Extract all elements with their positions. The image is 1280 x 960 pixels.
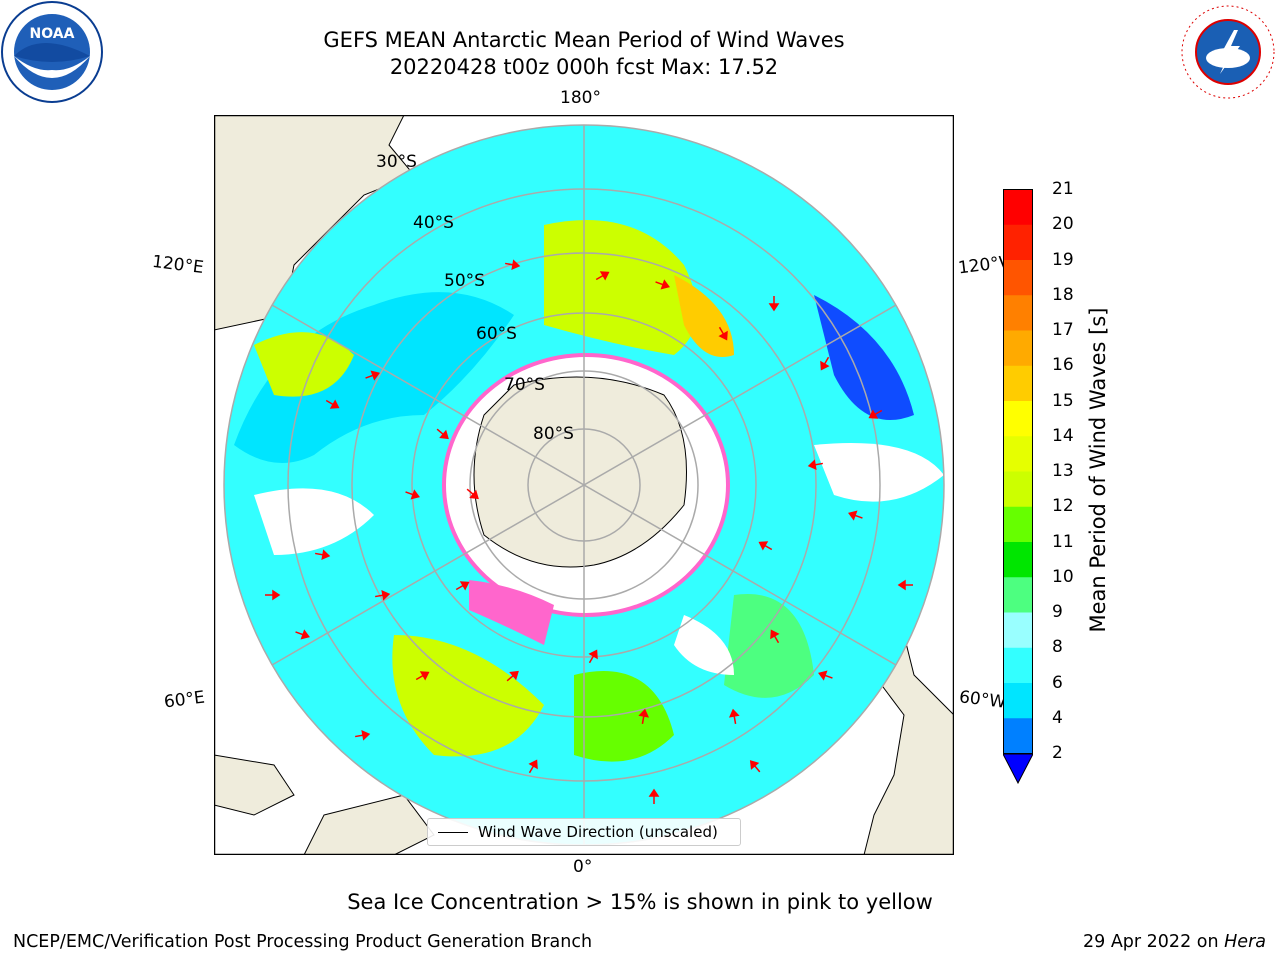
colorbar-tick-label: 6	[1052, 672, 1063, 693]
colorbar-segment	[1003, 224, 1033, 260]
nws-logo-icon	[1178, 2, 1278, 102]
colorbar-tick-label: 2	[1052, 743, 1063, 763]
wave-direction-arrow	[415, 671, 430, 681]
colorbar-extend-arrow	[1003, 753, 1033, 784]
wave-direction-arrow	[718, 326, 728, 341]
wave-direction-arrow	[506, 670, 519, 682]
wave-direction-arrow	[868, 409, 883, 419]
colorbar-tick-label: 16	[1052, 355, 1074, 376]
colorbar-segment	[1003, 365, 1033, 401]
colorbar-tick-label: 18	[1052, 284, 1074, 305]
wave-direction-arrow	[405, 489, 420, 500]
colorbar-segment	[1003, 576, 1033, 613]
lon-label-0: 0°	[573, 857, 593, 877]
wave-direction-arrow	[375, 589, 391, 601]
wave-direction-arrow	[315, 549, 331, 561]
antarctica	[442, 353, 730, 645]
lat-label-40s: 40°S	[413, 213, 454, 233]
colorbar-segment	[1003, 400, 1033, 437]
sea-ice-note: Sea Ice Concentration > 15% is shown in …	[347, 890, 933, 914]
lat-label-70s: 70°S	[504, 375, 545, 395]
wave-direction-arrow	[588, 649, 598, 664]
wave-direction-arrow	[265, 589, 281, 601]
wave-direction-arrow	[355, 729, 371, 741]
colorbar	[1003, 189, 1033, 784]
wave-direction-arrow	[728, 708, 740, 724]
chart-subtitle: 20220428 t00z 000h fcst Max: 17.52	[389, 55, 779, 79]
lat-label-80s: 80°S	[533, 424, 574, 444]
footer-credit: NCEP/EMC/Verification Post Processing Pr…	[13, 932, 593, 952]
wave-direction-arrow	[655, 279, 670, 290]
noaa-logo-icon: NOAA	[1, 1, 103, 103]
wave-direction-arrow	[295, 629, 310, 640]
map-legend: Wind Wave Direction (unscaled)	[427, 818, 741, 846]
colorbar-tick-label: 15	[1052, 390, 1074, 411]
lat-label-30s: 30°S	[376, 152, 417, 172]
chart-title: GEFS MEAN Antarctic Mean Period of Wind …	[323, 28, 845, 52]
colorbar-tick-label: 11	[1052, 531, 1074, 552]
colorbar-segment	[1003, 189, 1033, 225]
colorbar-tick-label: 8	[1052, 637, 1063, 658]
wave-direction-arrows	[265, 259, 913, 804]
colorbar-tick-label: 17	[1052, 320, 1074, 340]
colorbar-label: Mean Period of Wind Waves [s]	[1086, 307, 1110, 633]
legend-line-swatch	[438, 832, 468, 833]
map-frame	[214, 115, 954, 855]
colorbar-segment	[1003, 682, 1033, 719]
polar-map	[214, 115, 954, 855]
colorbar-segment	[1003, 647, 1033, 683]
wave-direction-arrow	[325, 399, 340, 409]
wave-direction-arrow	[505, 259, 521, 271]
wave-direction-arrow	[749, 760, 761, 773]
colorbar-tick-label: 9	[1052, 602, 1063, 622]
legend-label: Wind Wave Direction (unscaled)	[478, 823, 718, 841]
footer-machine: Hera	[1224, 932, 1266, 952]
colorbar-tick-label: 4	[1052, 707, 1063, 728]
wave-direction-arrow	[455, 581, 470, 591]
lon-label-180: 180°	[560, 88, 601, 108]
colorbar-tick-label: 10	[1052, 566, 1074, 587]
wave-direction-arrow	[770, 629, 780, 644]
colorbar-segment	[1003, 717, 1033, 754]
colorbar-segment	[1003, 471, 1033, 507]
footer-date: 29 Apr 2022 on Hera	[1083, 932, 1266, 952]
wave-direction-arrow	[436, 428, 449, 440]
wave-direction-arrow	[848, 510, 863, 521]
lat-label-60s: 60°S	[476, 324, 517, 344]
wave-direction-arrow	[818, 670, 833, 681]
colorbar-segment	[1003, 612, 1033, 648]
lon-label-60e: 60°E	[162, 687, 206, 713]
wave-direction-arrow	[820, 356, 830, 371]
colorbar-segment	[1003, 435, 1033, 472]
colorbar-segment	[1003, 294, 1033, 331]
colorbar-segment	[1003, 259, 1033, 296]
colorbar-segment	[1003, 541, 1033, 578]
wave-direction-arrow	[648, 788, 660, 804]
colorbar-segment	[1003, 330, 1033, 366]
lon-label-60w: 60°W	[957, 687, 1007, 713]
noaa-logo-text: NOAA	[30, 26, 75, 42]
wave-direction-arrow	[528, 759, 538, 774]
colorbar-tick-label: 21	[1052, 179, 1074, 199]
colorbar-segment	[1003, 506, 1033, 542]
footer-date-text: 29 Apr 2022 on	[1083, 932, 1225, 952]
wave-direction-arrow	[758, 541, 773, 551]
wave-direction-arrow	[466, 488, 479, 500]
lon-label-120e: 120°E	[150, 251, 205, 279]
colorbar-tick-label: 13	[1052, 461, 1074, 481]
wave-direction-arrow	[365, 370, 380, 381]
lat-label-50s: 50°S	[444, 271, 485, 291]
wave-direction-arrow	[638, 708, 650, 724]
wave-direction-arrow	[595, 271, 610, 281]
wave-direction-arrow	[768, 296, 780, 312]
wave-direction-arrow	[807, 459, 823, 471]
colorbar-tick-label: 12	[1052, 496, 1074, 517]
colorbar-tick-label: 19	[1052, 249, 1074, 270]
colorbar-tick-label: 20	[1052, 214, 1074, 235]
colorbar-tick-label: 14	[1052, 425, 1074, 446]
wave-direction-arrow	[897, 579, 913, 591]
